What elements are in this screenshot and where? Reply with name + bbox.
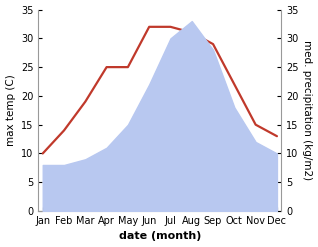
Y-axis label: med. precipitation (kg/m2): med. precipitation (kg/m2)	[302, 40, 313, 180]
X-axis label: date (month): date (month)	[119, 231, 201, 242]
Y-axis label: max temp (C): max temp (C)	[5, 74, 16, 146]
